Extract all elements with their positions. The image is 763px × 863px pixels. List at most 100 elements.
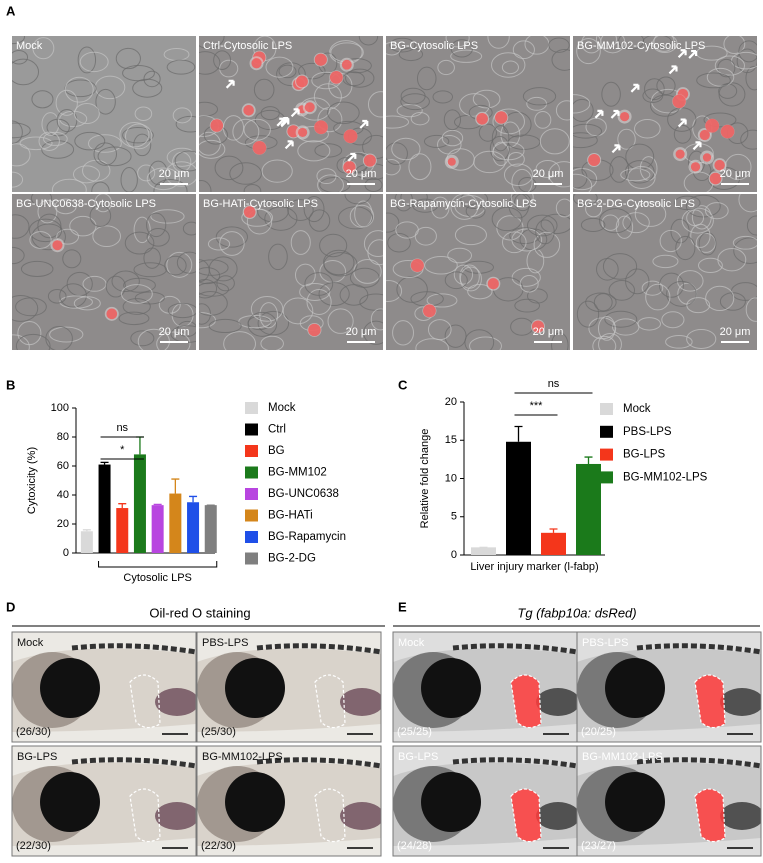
significance-label: ***	[530, 400, 544, 412]
bar	[576, 463, 601, 555]
cell	[491, 52, 526, 78]
cell	[445, 36, 470, 48]
cell	[540, 213, 570, 234]
legend-swatch	[245, 445, 258, 457]
cell	[400, 87, 426, 105]
cell	[444, 271, 468, 290]
bar	[133, 454, 146, 553]
cell	[514, 194, 532, 212]
cell	[15, 297, 47, 317]
cell	[358, 36, 379, 46]
cell	[441, 129, 464, 147]
cell	[627, 166, 656, 189]
cell	[686, 328, 717, 349]
liver-outline	[694, 788, 726, 843]
bar	[80, 531, 93, 553]
cell	[410, 112, 430, 126]
red-cell	[308, 323, 321, 337]
legend-swatch	[245, 531, 258, 543]
image-count: (25/25)	[397, 726, 432, 738]
cell	[697, 257, 723, 273]
red-cell	[341, 59, 352, 70]
cell	[344, 194, 372, 205]
cell	[64, 76, 94, 103]
cell	[72, 165, 101, 184]
legend-swatch	[600, 425, 613, 438]
cell	[317, 174, 344, 192]
cell	[12, 49, 29, 65]
image-label: BG-HATi-Cytosolic LPS	[203, 198, 318, 210]
cell	[12, 294, 39, 322]
cell	[79, 51, 109, 73]
red-cell	[52, 240, 63, 251]
fish-image	[197, 746, 381, 856]
cell	[394, 194, 413, 212]
bar	[471, 547, 496, 555]
fish-back	[452, 643, 577, 655]
cell	[122, 298, 151, 315]
error-bar	[153, 503, 162, 506]
cell	[555, 100, 570, 121]
red-cell	[495, 111, 508, 124]
arrow	[347, 152, 357, 162]
red-cell	[690, 162, 701, 172]
cell	[118, 311, 150, 326]
cell	[31, 90, 54, 109]
scale-label: 20 μm	[346, 168, 377, 180]
cell	[12, 58, 40, 86]
cell	[714, 55, 745, 76]
cell	[105, 275, 126, 298]
cell	[55, 89, 78, 116]
cell	[132, 78, 163, 98]
cell	[38, 131, 60, 151]
red-cell	[588, 154, 601, 166]
cell	[387, 232, 411, 253]
cell	[447, 247, 472, 264]
cell	[624, 160, 655, 184]
cell	[349, 267, 380, 288]
cell	[576, 300, 600, 328]
fish-image	[393, 746, 577, 856]
cell	[469, 336, 502, 350]
cell	[297, 140, 331, 162]
cell	[659, 229, 682, 253]
cell	[745, 297, 757, 322]
micrograph	[199, 36, 383, 192]
cell	[223, 331, 256, 350]
cell	[146, 227, 170, 247]
scale-label: 20 μm	[346, 326, 377, 338]
cell	[260, 335, 284, 350]
cell	[437, 59, 455, 76]
cell	[396, 104, 423, 118]
cell	[56, 228, 80, 245]
cell	[133, 133, 152, 157]
cell	[473, 150, 506, 174]
bar	[204, 505, 217, 553]
cell	[177, 320, 196, 337]
bar	[169, 493, 182, 553]
cell	[123, 277, 156, 293]
image-label: BG-2-DG-Cytosolic LPS	[577, 198, 695, 210]
y-tick-label: 80	[57, 431, 69, 443]
cell	[47, 288, 67, 304]
cell	[472, 89, 501, 109]
cell	[386, 280, 403, 302]
micrograph	[573, 36, 757, 192]
panel-label: B	[6, 377, 15, 392]
cell	[176, 251, 196, 274]
cell	[12, 246, 25, 265]
fish-yolk	[340, 802, 381, 830]
cell	[686, 297, 711, 314]
panel-label: A	[6, 3, 16, 18]
cell	[89, 204, 112, 227]
fish-yolk	[536, 802, 577, 830]
cell	[327, 308, 354, 334]
red-cell	[672, 94, 686, 109]
cell	[581, 36, 602, 54]
image-label: PBS-LPS	[582, 637, 628, 649]
cell	[12, 171, 24, 188]
cell	[261, 159, 293, 183]
legend-label: BG-MM102-LPS	[623, 471, 708, 483]
liver-outline	[129, 788, 161, 843]
cell	[386, 42, 401, 56]
